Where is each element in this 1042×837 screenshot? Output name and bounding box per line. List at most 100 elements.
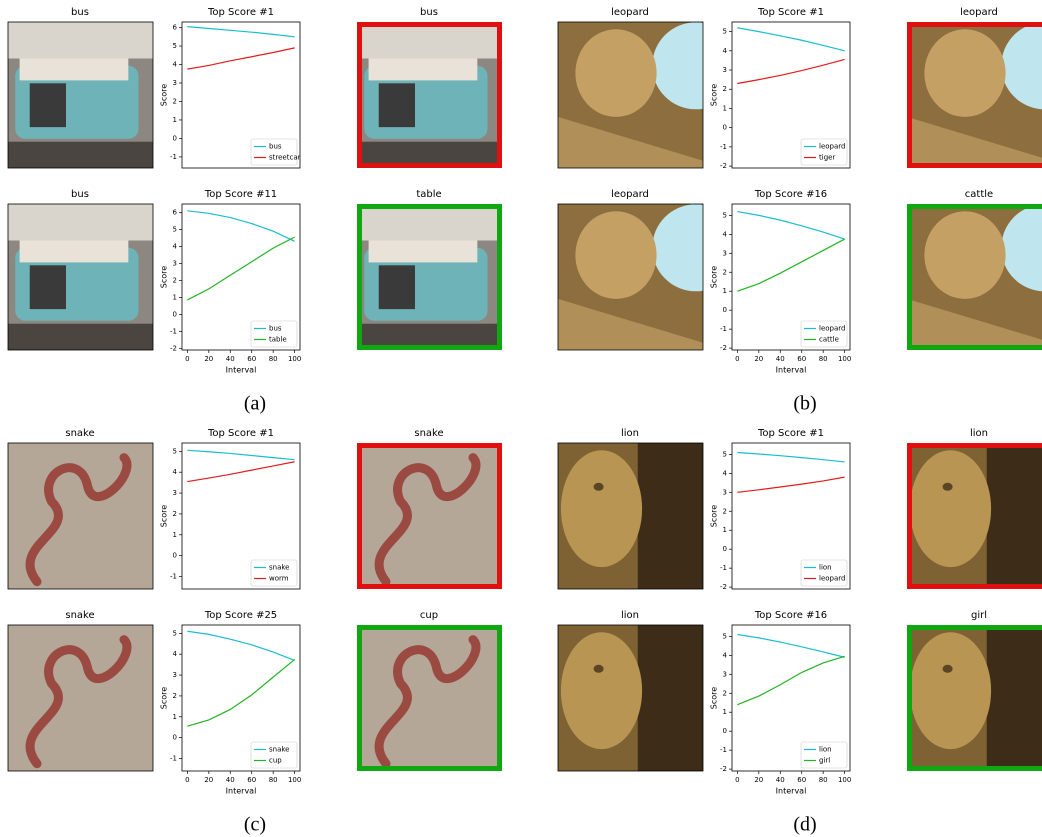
snake <box>25 453 132 587</box>
photo-content <box>907 443 1042 589</box>
photo-content <box>357 625 502 771</box>
image-title: snake <box>65 428 94 439</box>
x-tick-label: 60 <box>797 776 806 784</box>
y-tick-label: 2 <box>723 507 727 515</box>
legend-label: cup <box>269 757 282 765</box>
result-title: cattle <box>965 189 993 200</box>
x-tick-label: 80 <box>269 355 278 363</box>
result-title: table <box>416 189 441 200</box>
y-tick-label: 0 <box>173 310 177 318</box>
y-axis-label: Score <box>710 266 719 288</box>
chart-title: Top Score #1 <box>207 428 274 439</box>
x-tick-label: 80 <box>819 355 828 363</box>
series-line <box>737 476 845 493</box>
photo <box>357 443 502 589</box>
eye <box>942 482 953 491</box>
bus-roof <box>19 240 129 263</box>
y-tick-label: 1 <box>173 293 177 301</box>
body <box>558 116 703 168</box>
y-tick-label: -1 <box>720 143 727 151</box>
bus-door <box>29 83 66 128</box>
y-axis-label: Score <box>710 505 719 527</box>
series-line <box>187 449 295 461</box>
legend-box <box>250 741 298 769</box>
y-tick-label: 0 <box>723 124 727 132</box>
series-line <box>187 630 295 662</box>
photo <box>907 204 1042 350</box>
sky <box>1001 204 1042 292</box>
x-tick-label: 40 <box>226 776 235 784</box>
x-axis-label: Interval <box>776 366 807 375</box>
body <box>907 116 1042 168</box>
bus-door <box>378 265 415 310</box>
series-line <box>187 658 296 727</box>
x-axis-label: Interval <box>226 787 257 796</box>
photo <box>8 22 153 168</box>
y-tick-label: 0 <box>173 134 177 142</box>
result-border <box>907 204 1042 350</box>
x-tick-label: 20 <box>204 355 213 363</box>
photo <box>558 204 703 350</box>
legend-label: leopard <box>819 575 845 583</box>
y-tick-label: 1 <box>723 287 727 295</box>
y-tick-label: 3 <box>723 488 727 496</box>
legend-label: leopard <box>819 325 845 333</box>
x-axis-label: Interval <box>776 787 807 796</box>
panel-caption: (a) <box>244 393 266 415</box>
photo <box>357 22 502 168</box>
y-tick-label: 2 <box>723 85 727 93</box>
y-tick-label: 1 <box>173 116 177 124</box>
series-line <box>737 451 845 463</box>
photo-content <box>907 204 1042 350</box>
plot-frame <box>181 203 301 351</box>
y-tick-label: 2 <box>173 276 177 284</box>
result-border <box>907 22 1042 168</box>
y-tick-label: 1 <box>723 104 727 112</box>
x-tick-label: 100 <box>288 355 301 363</box>
series-line <box>737 210 845 240</box>
legend-label: snake <box>269 564 289 572</box>
legend-label: cattle <box>819 336 839 344</box>
dark <box>986 443 1042 589</box>
road <box>8 323 153 350</box>
image-title: bus <box>71 7 89 18</box>
sky <box>652 22 703 110</box>
x-tick-label: 40 <box>776 355 785 363</box>
y-tick-label: 2 <box>723 268 727 276</box>
photo-content <box>558 22 703 168</box>
photo-content <box>8 443 153 589</box>
x-tick-label: 100 <box>288 776 301 784</box>
face <box>909 632 992 750</box>
y-tick-label: -1 <box>720 325 727 333</box>
series-line <box>737 238 845 292</box>
legend-label: leopard <box>819 143 845 151</box>
bus-door <box>378 83 415 128</box>
face <box>560 450 643 568</box>
y-tick-label: -2 <box>720 765 727 773</box>
result-title: leopard <box>960 7 998 18</box>
image-title: leopard <box>611 7 649 18</box>
series-line <box>187 47 295 70</box>
y-tick-label: 5 <box>723 28 727 36</box>
x-tick-label: 60 <box>797 355 806 363</box>
legend-label: tiger <box>819 154 835 162</box>
legend-box <box>800 741 848 769</box>
photo-top <box>8 22 153 59</box>
head <box>575 29 657 117</box>
legend-label: bus <box>269 325 282 333</box>
legend-box <box>250 559 298 587</box>
x-tick-label: 20 <box>754 355 763 363</box>
snake <box>374 453 481 587</box>
legend-label: streetcar <box>269 154 301 162</box>
y-tick-label: 0 <box>723 727 727 735</box>
y-tick-label: 4 <box>723 651 728 659</box>
x-tick-label: 100 <box>838 355 851 363</box>
photo-content <box>558 204 703 350</box>
y-tick-label: 4 <box>723 47 728 55</box>
legend-label: bus <box>269 143 282 151</box>
image-title: lion <box>621 610 639 621</box>
y-tick-label: 3 <box>723 670 727 678</box>
y-tick-label: 5 <box>173 629 177 637</box>
y-tick-label: 3 <box>173 671 177 679</box>
y-tick-label: 0 <box>723 545 727 553</box>
